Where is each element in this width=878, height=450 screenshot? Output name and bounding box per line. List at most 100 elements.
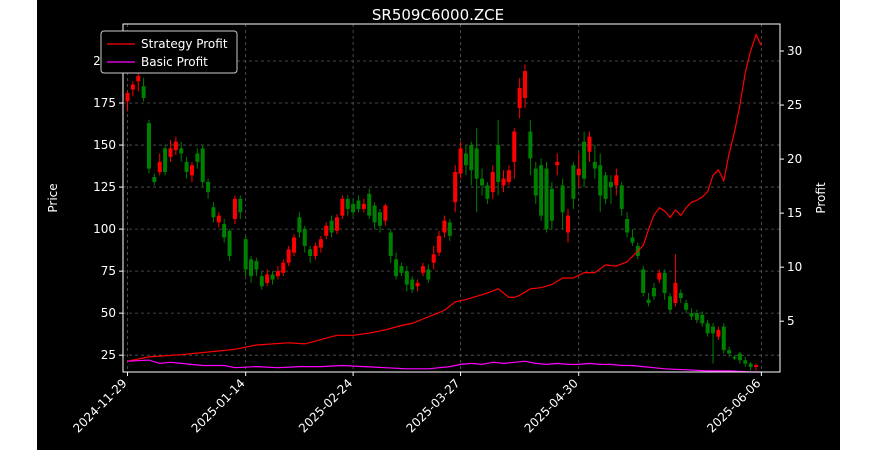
candle-body [646, 299, 651, 304]
candle-body [657, 272, 662, 280]
candle-body [136, 76, 141, 82]
candle-body [275, 271, 280, 277]
candle-body [292, 237, 297, 253]
y-tick-label-right: 20 [787, 152, 802, 166]
candle-body [463, 153, 468, 166]
candle-body [630, 237, 635, 243]
chart-title: SR509C6000.ZCE [372, 6, 504, 24]
candle-body [592, 161, 597, 169]
candle-body [404, 271, 409, 285]
series-line-strategy-profit [127, 33, 762, 362]
candle-body [565, 215, 570, 233]
right-y-axis-label: Profit [814, 182, 828, 214]
candle-body [313, 245, 318, 256]
candle-body [361, 203, 366, 209]
candle-body [694, 313, 699, 320]
candle-body [238, 198, 243, 213]
candle-body [549, 188, 554, 221]
candle-body [345, 198, 350, 209]
candle-body [163, 148, 168, 172]
x-tick-label: 2025-06-06 [704, 376, 763, 435]
candle-body [367, 193, 372, 216]
candle-body [732, 356, 737, 359]
candle-body [308, 249, 313, 256]
legend: Strategy Profit Basic Profit [100, 30, 238, 74]
candle-body [372, 205, 377, 223]
candle-body [356, 200, 361, 209]
candle-body [528, 131, 533, 159]
candle-body [625, 219, 630, 233]
y-tick-label-left: 25 [101, 348, 116, 362]
candle-body [474, 148, 479, 179]
candle-body [571, 165, 576, 199]
y-tick-label-left: 125 [93, 180, 116, 194]
candle-body [222, 224, 227, 238]
candle-body [700, 314, 705, 324]
candle-body [249, 259, 254, 277]
candle-body [318, 239, 323, 248]
candle-body [281, 262, 286, 273]
candle-body [651, 287, 656, 297]
candle-body [754, 365, 758, 367]
candle-body [480, 178, 485, 186]
candle-body [619, 185, 624, 209]
candle-body [388, 232, 393, 256]
x-tick-label: 2025-03-27 [403, 376, 462, 435]
candle-body [259, 276, 264, 287]
candle-body [141, 86, 146, 98]
y-tick-label-right: 5 [787, 314, 795, 328]
candle-body [447, 222, 452, 236]
candle-body [496, 145, 501, 183]
left-y-axis-label: Price [46, 183, 60, 212]
candle-body [377, 212, 382, 226]
candle-body [130, 84, 135, 90]
candle-body [748, 363, 753, 367]
y-tick-label-left: 150 [93, 138, 116, 152]
candle-body [179, 148, 184, 154]
candle-body [286, 249, 291, 263]
y-tick-label-left: 75 [101, 264, 116, 278]
candle-body [227, 230, 232, 256]
candle-body [125, 92, 130, 102]
candle-body [727, 350, 732, 354]
candle-body [173, 141, 178, 151]
candle-body [189, 165, 194, 176]
candle-body [743, 360, 748, 364]
candle-body [437, 235, 442, 253]
candle-body [716, 329, 721, 337]
candle-body [265, 274, 270, 283]
candle-body [442, 220, 447, 233]
y-tick-label-left: 50 [101, 306, 116, 320]
candle-body [485, 185, 490, 199]
candle-body [399, 266, 404, 273]
x-axis: 2024-11-29 2025-01-14 2025-02-24 2025-03-27… [70, 372, 763, 435]
candle-body [184, 161, 189, 172]
x-tick-label: 2025-04-30 [522, 376, 581, 435]
candle-body [469, 145, 474, 171]
candle-body [232, 198, 237, 220]
candle-body [523, 71, 528, 98]
candle-body [302, 229, 307, 246]
candle-body [587, 136, 592, 152]
x-tick-label: 2025-02-24 [296, 376, 355, 435]
profit-lines [127, 33, 762, 373]
candle-body [453, 171, 458, 203]
candle-body [711, 326, 716, 334]
candle-body [614, 175, 619, 186]
candle-body [608, 182, 613, 188]
left-y-axis: 255075100125150175200 [93, 54, 123, 362]
series-line-basic-profit [127, 359, 762, 373]
candle-body [394, 259, 399, 277]
candle-body [211, 207, 216, 218]
candle-body [721, 326, 726, 351]
candle-body [662, 272, 667, 293]
plot-frame [122, 23, 781, 373]
candle-body [539, 165, 544, 216]
candle-body [431, 254, 436, 263]
candle-body [415, 282, 420, 287]
candle-body [737, 353, 742, 361]
candle-body [673, 282, 678, 304]
y-tick-label-left: 175 [93, 96, 116, 110]
candle-body [351, 203, 356, 213]
candle-body [243, 239, 248, 270]
